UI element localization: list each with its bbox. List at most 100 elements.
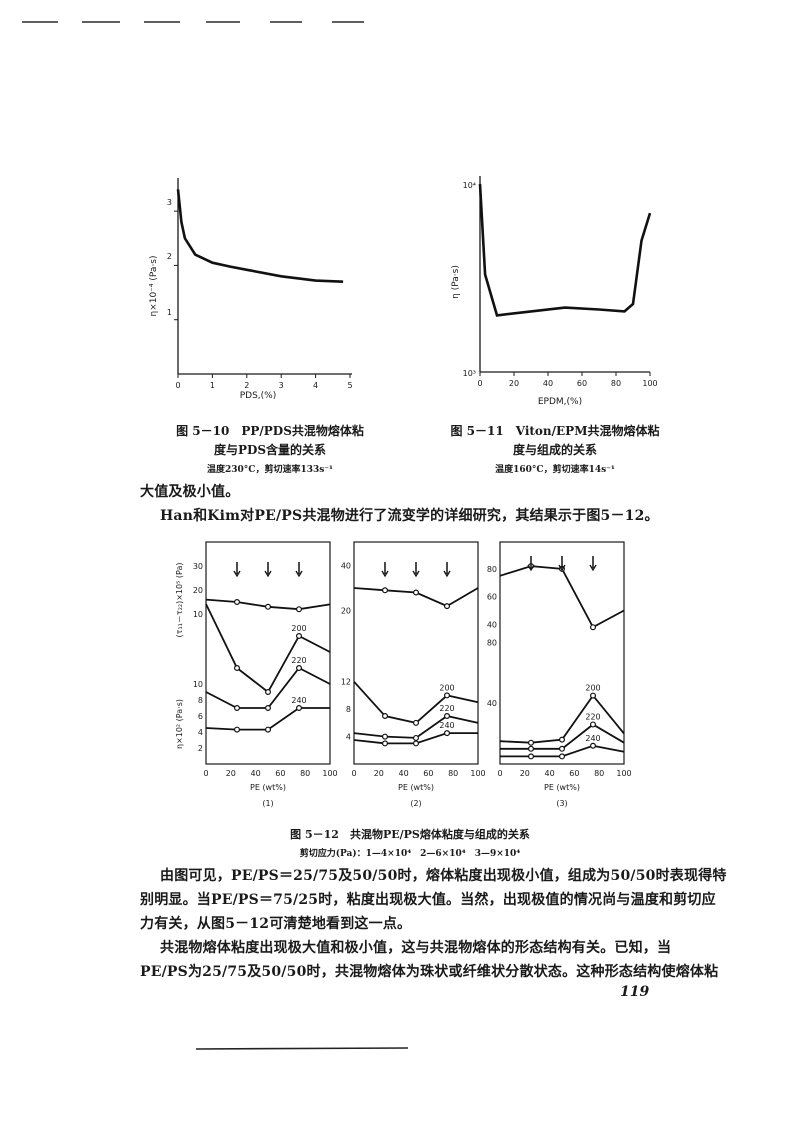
data-point	[413, 734, 420, 741]
y-tick: 2	[198, 744, 203, 753]
data-point	[559, 753, 566, 760]
y-tick: 20	[341, 607, 351, 616]
data-point	[559, 736, 566, 743]
data-point	[264, 726, 271, 733]
x-tick: 100	[616, 769, 631, 778]
x-tick: 20	[520, 769, 530, 778]
y-tick: 40	[487, 620, 497, 629]
x-tick: 100	[642, 379, 657, 388]
y-tick: 6	[198, 712, 203, 721]
data-point	[382, 713, 389, 720]
data-point	[413, 719, 420, 726]
arrow-head	[264, 570, 272, 578]
text-line: 别明显。当PE/PS＝75/25时，粘度出现极大值。当然，出现极值的情况尚与温度…	[140, 892, 716, 908]
fig510-caption-2: 度与PDS含量的关系	[213, 443, 327, 457]
y-tick-top: 10⁴	[463, 181, 476, 190]
x-tick: 60	[423, 769, 433, 778]
x-tick: 0	[203, 769, 208, 778]
arrow-head	[443, 570, 451, 578]
y-tick: 60	[487, 593, 497, 602]
y-tick: 80	[487, 638, 497, 647]
figure-5-10-chart: 1 2 3 0 1 2 3 4 5 PDS,(%) η×10⁻⁴ (Pa·s)	[149, 178, 353, 401]
y-axis-label: η×10⁻⁴ (Pa·s)	[149, 255, 159, 316]
x-axis-label: PE (wt%)	[544, 783, 580, 792]
text-line: Han和Kim对PE/PS共混物进行了流变学的详细研究，其结果示于图5－12。	[160, 508, 659, 524]
arrow-head	[381, 570, 389, 578]
series-line	[205, 666, 331, 709]
data-point	[233, 664, 240, 671]
panel-label: (1)	[262, 799, 273, 808]
text-line: 共混物熔体粘度出现极大值和极小值，这与共混物熔体的形态结构有关。已知，当	[160, 940, 672, 956]
y-tick: 3	[167, 198, 172, 207]
y-tick: 4	[346, 733, 351, 742]
x-tick: 5	[347, 381, 352, 390]
data-point	[264, 603, 271, 610]
data-point	[444, 713, 451, 720]
data-point	[528, 739, 535, 746]
data-point	[233, 598, 240, 605]
x-tick: 100	[322, 769, 337, 778]
x-axis-label: PDS,(%)	[240, 391, 277, 401]
data-point	[233, 705, 240, 712]
series-label: 220	[585, 712, 600, 721]
arrow-head	[233, 570, 241, 578]
x-tick: 4	[313, 381, 318, 390]
x-tick: 20	[374, 769, 384, 778]
y-axis-label: η (Pa·s)	[451, 265, 461, 299]
data-point	[528, 753, 535, 760]
y-tick: 4	[198, 728, 203, 737]
y-tick: 80	[487, 565, 497, 574]
arrow-head	[527, 564, 535, 572]
data-point	[444, 692, 451, 699]
series-line	[205, 603, 331, 694]
data-point	[413, 740, 420, 747]
x-tick: 20	[226, 769, 236, 778]
series-label: 200	[585, 684, 600, 693]
data-point	[295, 632, 302, 639]
viscosity-curve	[478, 183, 652, 317]
x-tick: 80	[300, 769, 310, 778]
footer-rule	[195, 1047, 409, 1050]
series-label: 240	[291, 696, 306, 705]
x-tick: 40	[545, 769, 555, 778]
text-line: PE/PS为25/75及50/50时，共混物熔体为珠状或纤维状分散状态。这种形态…	[140, 964, 719, 980]
fig510-caption-1: 图 5－10 PP/PDS共混物熔体粘	[176, 424, 364, 438]
x-tick: 60	[569, 769, 579, 778]
panel-label: (2)	[410, 799, 421, 808]
y-tick: 10	[193, 610, 203, 619]
figure-5-11-chart: 10⁴ 10³ 0 20 40 60 80 100 EPDM,(%) η (Pa·s)	[451, 176, 658, 407]
data-point	[295, 705, 302, 712]
series-line	[499, 565, 625, 629]
data-point	[382, 740, 389, 747]
data-point	[295, 606, 302, 613]
x-tick: 0	[175, 381, 180, 390]
data-point	[559, 745, 566, 752]
x-tick: 0	[497, 769, 502, 778]
data-point	[528, 745, 535, 752]
data-point	[413, 589, 420, 596]
fig512-note: 剪切应力(Pa)：1—4×10⁴ 2—6×10⁴ 3—9×10⁴	[299, 849, 521, 859]
x-tick: 60	[577, 379, 587, 388]
x-axis-label: EPDM,(%)	[538, 397, 582, 407]
series-label: 200	[439, 683, 454, 692]
series-line	[205, 707, 330, 731]
page-number: 119	[620, 984, 650, 1000]
panel-frame	[205, 541, 331, 765]
y-axis-label-top: (τ₁₁－τ₂₂)×10⁵ (Pa)	[175, 563, 184, 638]
series-label: 240	[439, 721, 454, 730]
y-tick: 12	[341, 678, 351, 687]
y-tick: 1	[167, 308, 172, 317]
x-tick: 80	[448, 769, 458, 778]
y-axis-label-bottom: η×10² (Pa·s)	[175, 699, 184, 749]
data-point	[233, 726, 240, 733]
series-label: 220	[291, 656, 306, 665]
fig511-caption-2: 度与组成的关系	[512, 443, 597, 457]
panel-frame	[353, 541, 479, 765]
series-line	[500, 723, 625, 750]
x-tick: 1	[210, 381, 215, 390]
series-line	[499, 694, 625, 744]
series-line	[353, 681, 479, 724]
header-rule	[22, 21, 364, 23]
x-tick: 0	[477, 379, 482, 388]
y-tick: 40	[341, 561, 351, 570]
